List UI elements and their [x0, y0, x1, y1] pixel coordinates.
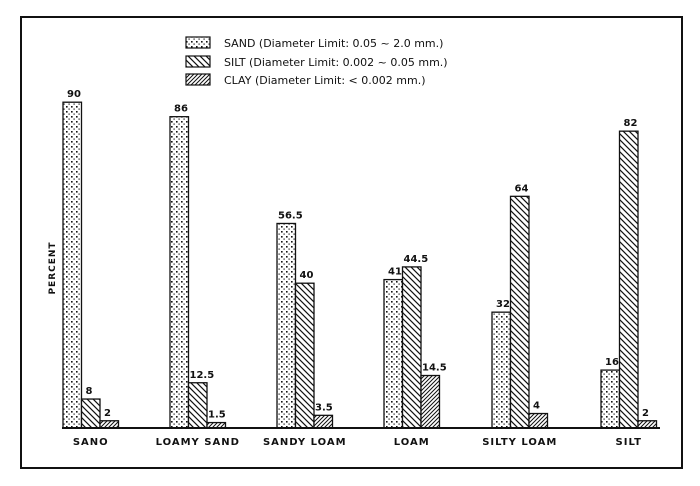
bar-groups: 90828612.51.556.5403.54144.514.532644168… [62, 89, 658, 429]
y-axis-label: PERCENT [48, 241, 58, 294]
legend-swatch-dots [185, 36, 211, 49]
bar-group: 16 82 2 [600, 118, 658, 429]
legend-item-clay: CLAY (Diameter Limit: < 0.002 mm.) [185, 73, 425, 87]
bar-clay [99, 420, 120, 429]
x-axis-category-label: SILT [616, 437, 642, 448]
bar-sand [169, 116, 190, 429]
bar-value-label: 1.5 [208, 410, 226, 421]
bar-value-label: 90 [67, 89, 81, 100]
bar-silt [509, 195, 530, 429]
bar-value-label: 86 [174, 104, 188, 115]
bar-sand [600, 369, 621, 429]
legend-label: CLAY (Diameter Limit: < 0.002 mm.) [224, 74, 425, 87]
x-axis-category-label: LOAMY SAND [156, 437, 240, 448]
bar-silt [618, 130, 639, 429]
bar-silt [187, 382, 208, 429]
bar-value-label: 40 [300, 270, 314, 281]
x-axis-category-label: SANDY LOAM [263, 437, 347, 448]
legend-swatch-slash [185, 73, 211, 86]
x-axis-category-label: LOAM [394, 437, 430, 448]
bar-group: 90 82 [62, 89, 120, 429]
bar-sand [62, 101, 83, 429]
legend-swatch-backslash [185, 55, 211, 68]
bar-silt [294, 282, 315, 429]
bar-clay [637, 420, 658, 429]
bar-value-label: 44.5 [404, 254, 429, 265]
bar-value-label: 41 [388, 267, 402, 278]
bar-silt [401, 266, 422, 429]
bar-value-label: 4 [533, 401, 540, 412]
bar-value-label: 3.5 [315, 402, 333, 413]
legend-label: SAND (Diameter Limit: 0.05 ~ 2.0 mm.) [224, 37, 443, 50]
legend-item-sand: SAND (Diameter Limit: 0.05 ~ 2.0 mm.) [185, 36, 443, 50]
bar-clay [528, 412, 549, 429]
legend-item-silt: SILT (Diameter Limit: 0.002 ~ 0.05 mm.) [185, 55, 448, 69]
bar-clay [313, 414, 334, 429]
chart-frame [20, 16, 683, 469]
bar-group: 56.5 40 3.5 [276, 210, 334, 429]
legend-label: SILT (Diameter Limit: 0.002 ~ 0.05 mm.) [224, 56, 448, 69]
bar-clay [420, 374, 441, 429]
bar-value-label: 82 [624, 118, 638, 129]
bar-sand [383, 278, 404, 429]
bar-value-label: 12.5 [190, 370, 215, 381]
bar-value-label: 16 [605, 357, 619, 368]
bar-value-label: 56.5 [278, 210, 303, 221]
bar-sand [276, 222, 297, 429]
x-axis-category-label: SANO [73, 437, 109, 448]
bar-sand [491, 311, 512, 429]
bar-value-label: 2 [104, 408, 111, 419]
bar-value-label: 64 [515, 183, 529, 194]
bar-value-label: 2 [642, 408, 649, 419]
bar-value-label: 32 [496, 299, 510, 310]
bar-value-label: 8 [86, 386, 93, 397]
legend: SAND (Diameter Limit: 0.05 ~ 2.0 mm.) SI… [185, 36, 448, 87]
bar-silt [80, 398, 101, 429]
bar-value-label: 14.5 [422, 363, 447, 374]
bar-group: 86 12.5 1.5 [169, 104, 227, 429]
x-axis-labels: SANO LOAMY SAND SANDY LOAM LOAM SILTY LOAM SI… [73, 437, 642, 448]
bar-group: 32 64 4 [491, 183, 549, 429]
x-axis-category-label: SILTY LOAM [482, 437, 557, 448]
